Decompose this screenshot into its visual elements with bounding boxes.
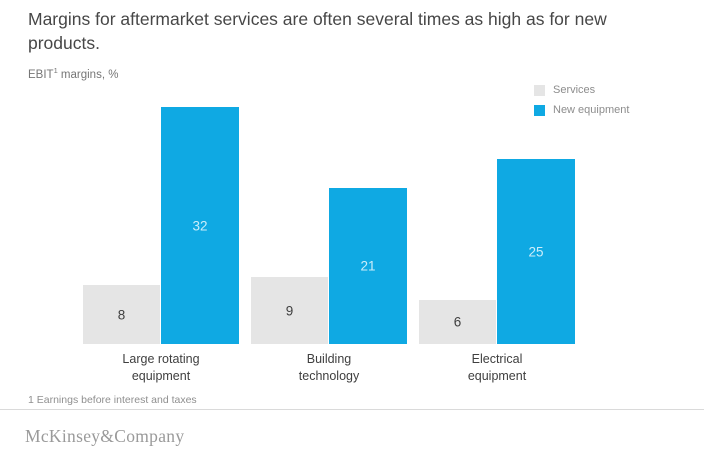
subtitle-prefix: EBIT [28,69,54,81]
subtitle-footnote-marker: 1 [53,66,58,76]
footer-divider [0,409,704,410]
bar-value-label: 25 [528,244,544,259]
bar-new-equipment: 32 [161,107,239,344]
new-equipment-swatch-icon [534,104,545,116]
bar-new-equipment: 21 [329,188,407,344]
bar-group: 6 25 [419,159,575,344]
chart-subtitle: EBIT1 margins, % [28,66,119,81]
category-label: Electrical equipment [467,352,527,383]
bar-services: 8 [83,285,160,344]
bar-services: 9 [251,277,328,344]
bar-value-label: 32 [192,218,208,233]
services-swatch-icon [534,84,545,96]
legend-label: New equipment [553,104,630,116]
bar-value-label: 8 [117,307,126,322]
footnote: 1 Earnings before interest and taxes [28,394,197,406]
subtitle-suffix: margins, % [57,69,119,81]
mckinsey-logo: McKinsey&Company [25,426,185,446]
bar-value-label: 9 [285,303,294,318]
legend: Services New equipment [534,84,629,124]
legend-item-new-equipment: New equipment [534,104,629,116]
bar-services: 6 [419,300,496,344]
bar-group: 9 21 [251,188,407,344]
chart-title: Margins for aftermarket services are oft… [28,9,607,53]
legend-item-services: Services [534,84,629,96]
legend-label: Services [553,84,596,96]
category-label: Large rotating equipment [122,352,200,383]
bar-value-label: 6 [453,314,462,330]
category-label: Building technology [298,352,360,383]
bar-group: 8 32 [83,107,239,344]
bar-new-equipment: 25 [497,159,575,344]
bar-value-label: 21 [360,258,376,274]
